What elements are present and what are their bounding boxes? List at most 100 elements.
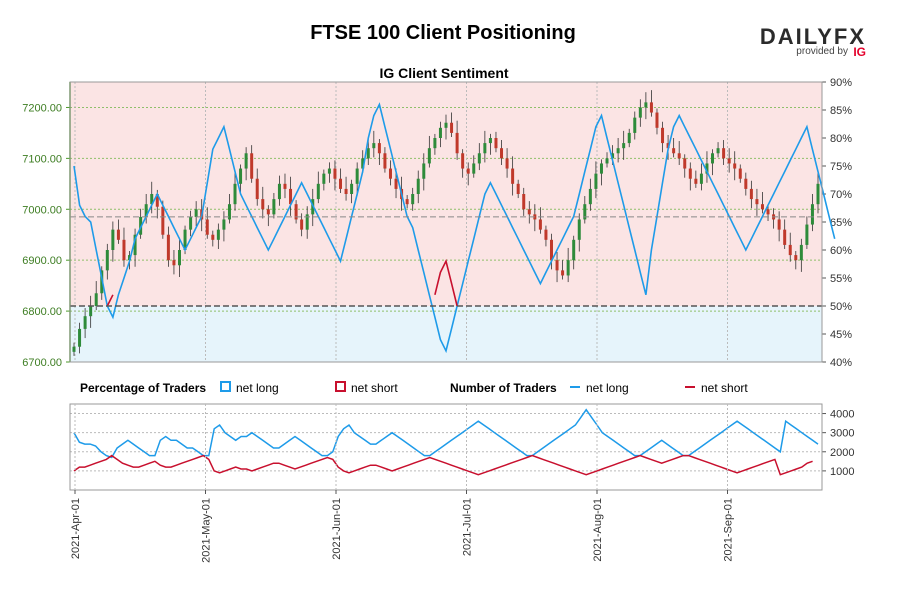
candle-body [72, 346, 76, 352]
candle-body [688, 168, 692, 179]
candle-body [722, 148, 726, 159]
candle-body [272, 199, 276, 215]
candle-body [222, 219, 226, 230]
candle-body [183, 229, 187, 250]
candle-body [150, 194, 154, 205]
candle-body [166, 234, 170, 261]
date-axis: 2021-Apr-01 2021-May-01 2021-Jun-01 2021-Ju… [70, 404, 735, 563]
candle-body [744, 178, 748, 189]
percent-tick-label: 90% [830, 77, 852, 89]
candle-body [777, 219, 781, 230]
candle-body [766, 209, 770, 215]
candle-body [333, 168, 337, 179]
date-tick-label: 2021-Aug-01 [592, 498, 604, 562]
candle-body [622, 143, 626, 149]
candle-body [633, 117, 637, 133]
price-tick-label: 7100.00 [22, 153, 62, 165]
legend-pct-title: Percentage of Traders [80, 381, 206, 395]
chart-title: FTSE 100 Client Positioning [310, 22, 576, 44]
candle-body [605, 158, 609, 164]
candle-body [111, 229, 115, 250]
candle-body [655, 112, 659, 128]
ftse-candles [72, 90, 820, 356]
candle-body [316, 183, 320, 200]
candle-body [283, 183, 287, 189]
candle-body [455, 132, 459, 154]
candle-body [372, 143, 376, 149]
dailyfx-logo: DAILYFX provided by IG [746, 24, 866, 64]
long-zone-background [70, 306, 822, 362]
upper-panel: 6700.00 6800.00 6900.00 7000.00 7100.00 7200.… [22, 77, 852, 369]
candle-body [644, 102, 648, 108]
candle-body [733, 163, 737, 169]
net-short-percent-segment [434, 258, 458, 307]
candle-body [588, 188, 592, 205]
candle-body [416, 178, 420, 194]
candle-body [289, 188, 293, 205]
price-tick-label: 7200.00 [22, 102, 62, 114]
candle-body [244, 153, 248, 169]
candle-body [477, 153, 481, 164]
upper-panel-frame [69, 81, 823, 363]
candle-body [78, 328, 82, 347]
candle-body [494, 138, 498, 149]
legend-num-short: net short [701, 381, 748, 395]
price-tick-label: 6700.00 [22, 357, 62, 369]
count-tick-label: 2000 [830, 447, 854, 459]
candle-body [161, 206, 165, 235]
candle-body [116, 229, 120, 240]
candle-body [261, 199, 265, 210]
candle-body [339, 178, 343, 189]
candle-body [216, 229, 220, 240]
candle-body [611, 153, 615, 159]
candle-body [177, 250, 181, 266]
candle-body [788, 244, 792, 256]
candle-body [205, 219, 209, 235]
price-tick-label: 7000.00 [22, 204, 62, 216]
candle-body [461, 153, 465, 169]
candle-body [577, 219, 581, 240]
chart-subtitle: IG Client Sentiment [379, 65, 509, 81]
candle-body [805, 224, 809, 245]
count-tick-label: 1000 [830, 466, 854, 478]
legend-pct-short-swatch [335, 381, 346, 392]
left-price-axis: 6700.00 6800.00 6900.00 7000.00 7100.00 7200.… [22, 82, 71, 369]
traders-count-axis: 1000 2000 3000 4000 [822, 409, 854, 478]
date-tick-label: 2021-Jun-01 [331, 498, 343, 560]
percent-tick-label: 75% [830, 161, 852, 173]
candle-body [544, 229, 548, 240]
date-tick-label: 2021-Apr-01 [70, 498, 82, 559]
count-tick-label: 4000 [830, 409, 854, 421]
candle-body [500, 148, 504, 159]
candle-body [616, 148, 620, 154]
candle-body [466, 168, 470, 174]
candle-body [799, 244, 803, 261]
legend-num-long: net long [586, 381, 629, 395]
num-short-line [73, 454, 813, 476]
candle-body [394, 178, 398, 189]
candle-body [155, 194, 159, 207]
candle-body [233, 183, 237, 205]
candle-body [649, 102, 653, 113]
candle-body [527, 209, 531, 215]
candle-body [538, 219, 542, 230]
candle-body [727, 158, 731, 164]
candle-body [738, 168, 742, 179]
date-tick-label: 2021-May-01 [201, 498, 213, 563]
candle-body [561, 270, 565, 276]
candle-body [94, 293, 98, 306]
candle-body [599, 163, 603, 174]
candle-body [511, 168, 515, 184]
candle-body [227, 204, 231, 220]
candle-body [250, 153, 254, 179]
percent-tick-label: 45% [830, 329, 852, 341]
candle-body [810, 204, 814, 225]
candle-body [699, 173, 703, 184]
candle-body [794, 255, 798, 261]
candle-body [705, 163, 709, 174]
lower-gridlines [70, 413, 822, 472]
candle-body [366, 148, 370, 159]
net-short-percent-line [106, 258, 458, 307]
candle-body [427, 148, 431, 164]
